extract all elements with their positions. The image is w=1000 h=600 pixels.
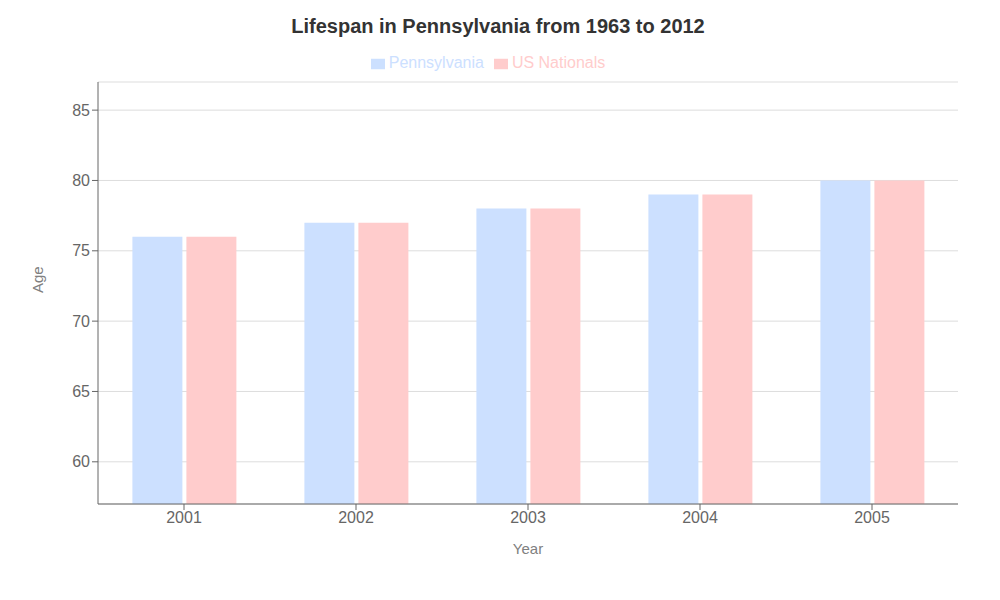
svg-text:2001: 2001 — [166, 509, 202, 526]
svg-text:85: 85 — [72, 102, 90, 119]
html-text:US Nationals: US Nationals — [511, 54, 606, 71]
html-text:Lifespan in Pennsylvania from: Lifespan in Pennsylvania from 1963 to 20… — [291, 15, 705, 37]
svg-text:Year: Year — [513, 540, 543, 557]
svg-text:65: 65 — [72, 383, 90, 400]
svg-text:80: 80 — [72, 172, 90, 189]
svg-text:2003: 2003 — [510, 509, 546, 526]
svg-text:70: 70 — [72, 313, 90, 330]
html-text:Pennsylvania: Pennsylvania — [388, 54, 484, 71]
svg-text:2005: 2005 — [854, 509, 890, 526]
svg-text:2004: 2004 — [682, 509, 718, 526]
svg-text:75: 75 — [72, 242, 90, 259]
svg-text:2002: 2002 — [338, 509, 374, 526]
svg-text:Age: Age — [29, 266, 46, 293]
svg-text:60: 60 — [72, 453, 90, 470]
